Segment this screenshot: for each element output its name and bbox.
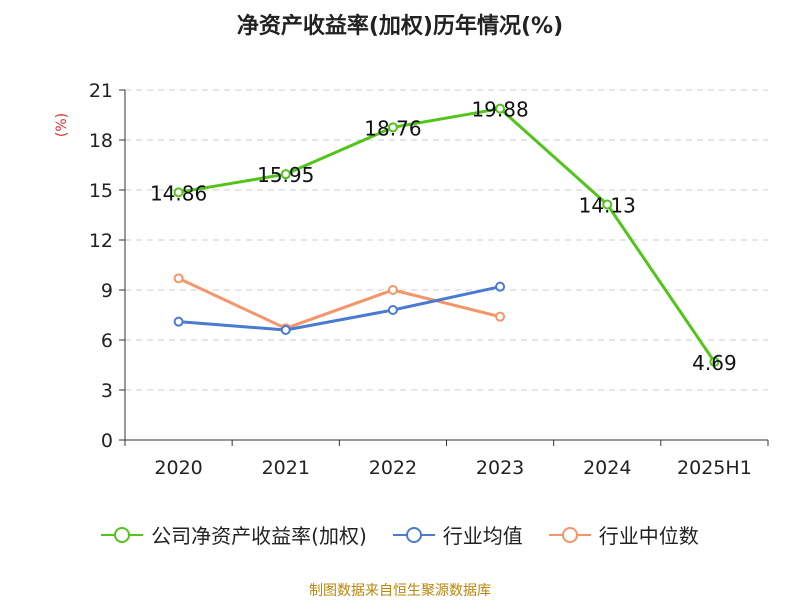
data-point xyxy=(602,199,613,210)
data-label: 15.95 xyxy=(257,163,314,187)
legend-item: 行业中位数 xyxy=(548,520,699,549)
data-point xyxy=(709,356,720,367)
y-tick-label: 15 xyxy=(89,180,113,202)
data-point xyxy=(387,285,398,295)
data-point xyxy=(280,169,291,180)
data-point xyxy=(173,187,184,198)
data-point xyxy=(387,122,398,133)
legend: 公司净资产收益率(加权) 行业均值 行业中位数 xyxy=(0,520,800,549)
x-tick-label: 2025H1 xyxy=(677,457,752,479)
chart-title: 净资产收益率(加权)历年情况(%) xyxy=(236,14,564,39)
axes: 0 3 6 9 12 15 18 21 2020 2021 2022 2023 2024 2025H1 xyxy=(89,80,769,479)
data-point xyxy=(280,325,291,335)
y-tick-label: 21 xyxy=(89,80,113,102)
y-tick-label: 9 xyxy=(101,280,113,302)
y-tick-label: 3 xyxy=(101,380,113,402)
y-tick-label: 18 xyxy=(89,130,113,152)
series-line xyxy=(178,107,716,363)
data-label: 4.69 xyxy=(692,351,737,375)
source-note: 制图数据来自恒生聚源数据库 xyxy=(309,583,491,599)
x-tick-label: 2022 xyxy=(369,457,417,479)
legend-item: 公司净资产收益率(加权) xyxy=(101,520,367,549)
x-tick-label: 2020 xyxy=(154,457,202,479)
data-label: 18.76 xyxy=(364,116,421,140)
data-label: 19.88 xyxy=(471,98,528,122)
data-point xyxy=(495,311,506,322)
data-label: 14.86 xyxy=(150,181,207,205)
data-point xyxy=(495,103,506,114)
legend-label: 行业均值 xyxy=(442,524,523,548)
x-tick-label: 2024 xyxy=(583,457,631,479)
grid-lines xyxy=(125,89,768,391)
x-tick-label: 2021 xyxy=(262,457,310,479)
series-line xyxy=(177,276,501,330)
data-label: 14.13 xyxy=(579,194,636,218)
legend-label: 公司净资产收益率(加权) xyxy=(151,524,367,548)
legend-swatch xyxy=(548,526,591,543)
y-axis-label: (%) xyxy=(54,113,70,137)
data-point xyxy=(495,281,506,292)
data-labels: 14.86 15.95 18.76 19.88 14.13 4.69 xyxy=(150,98,737,375)
legend-item: 行业均值 xyxy=(392,520,523,549)
legend-swatch xyxy=(101,526,144,543)
legend-label: 行业中位数 xyxy=(598,524,699,548)
data-point xyxy=(173,273,184,284)
series-line xyxy=(178,285,501,332)
data-point xyxy=(173,316,184,327)
y-tick-label: 12 xyxy=(89,230,113,252)
series-lines xyxy=(173,103,720,367)
x-tick-label: 2023 xyxy=(476,457,524,479)
y-tick-label: 0 xyxy=(101,430,113,452)
legend-swatch xyxy=(392,526,435,543)
data-point xyxy=(387,305,398,315)
y-tick-label: 6 xyxy=(101,330,113,352)
